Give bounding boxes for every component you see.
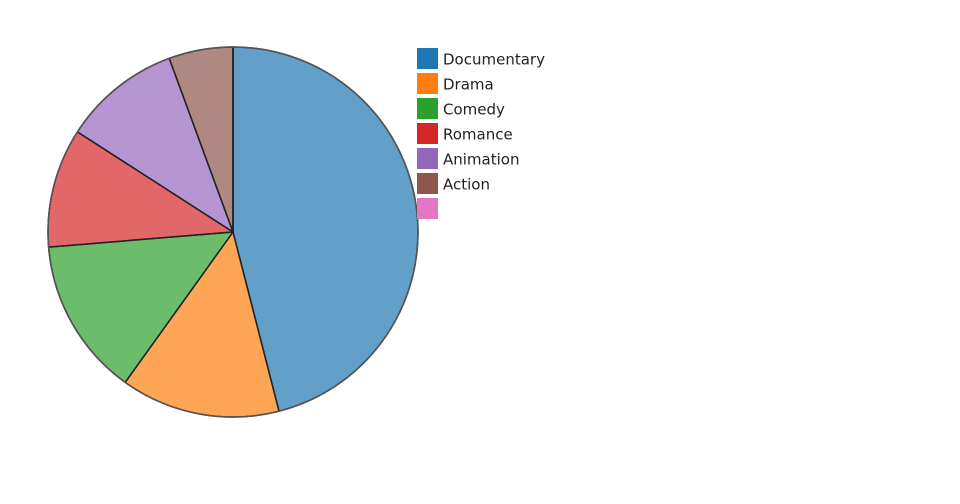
- pie-outline: [47, 46, 419, 418]
- legend-label: Action: [443, 176, 490, 194]
- legend-swatch: [417, 198, 438, 219]
- legend-swatch: [417, 123, 438, 144]
- legend-label: Drama: [443, 76, 494, 94]
- legend-swatch: [417, 98, 438, 119]
- legend-label: Documentary: [443, 51, 545, 69]
- legend-swatch: [417, 73, 438, 94]
- legend-label: Comedy: [443, 101, 505, 119]
- legend-swatch: [417, 148, 438, 169]
- legend-swatch: [417, 48, 438, 69]
- legend-label: Animation: [443, 151, 519, 169]
- legend-swatch: [417, 173, 438, 194]
- legend-label: Romance: [443, 126, 513, 144]
